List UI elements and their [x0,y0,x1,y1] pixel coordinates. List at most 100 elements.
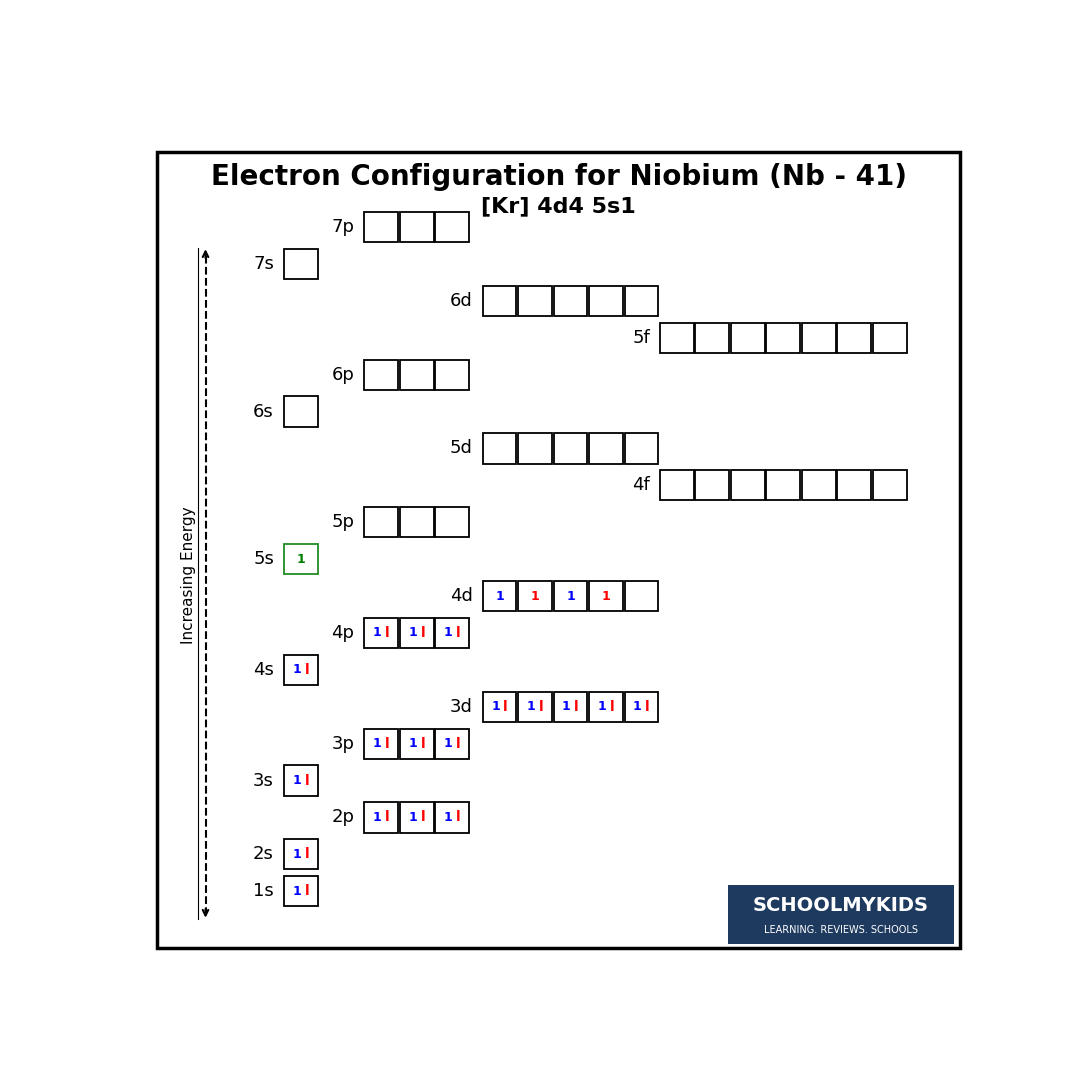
Text: l: l [305,847,310,861]
Bar [400,359,434,390]
Text: 5p: 5p [331,513,354,531]
Bar [284,766,318,796]
Text: 3p: 3p [331,735,354,752]
Bar [837,322,871,353]
Text: Increasing Energy: Increasing Energy [181,506,196,644]
Text: 1: 1 [409,811,417,824]
Bar [284,877,318,906]
Bar [766,322,800,353]
Text: l: l [305,663,310,677]
Text: 1: 1 [597,700,606,713]
Text: l: l [421,626,425,640]
Text: 1: 1 [602,589,610,602]
Bar [589,285,622,316]
Bar [802,322,836,353]
Bar [284,544,318,574]
Text: [Kr] 4d4 5s1: [Kr] 4d4 5s1 [482,196,635,216]
Bar [518,692,552,722]
Text: l: l [385,810,389,824]
Bar [400,507,434,537]
Text: 1: 1 [373,811,382,824]
Bar [483,285,517,316]
Text: 1: 1 [444,811,452,824]
Bar [625,580,658,611]
Bar [728,885,954,944]
Bar [364,617,398,648]
Bar [400,617,434,648]
Bar [554,285,588,316]
Text: 2s: 2s [253,845,274,864]
Text: 1: 1 [292,774,301,787]
Text: l: l [421,810,425,824]
Bar [400,803,434,832]
Text: 2p: 2p [331,808,354,827]
Text: l: l [385,626,389,640]
Text: 1: 1 [292,663,301,676]
Bar [554,692,588,722]
Bar [625,285,658,316]
Text: 4d: 4d [449,587,472,605]
Text: 4f: 4f [632,476,650,494]
Bar [625,433,658,464]
Text: 1: 1 [495,589,504,602]
Text: 3d: 3d [449,698,472,715]
Bar [483,580,517,611]
Bar [695,470,729,501]
Text: 1: 1 [409,737,417,750]
Bar [802,470,836,501]
Bar [364,803,398,832]
Bar [483,433,517,464]
Text: 7s: 7s [253,255,274,273]
Bar [284,249,318,279]
Text: 6s: 6s [253,403,274,420]
Text: 5s: 5s [253,550,274,568]
Bar [873,322,907,353]
Bar [554,580,588,611]
Text: 1: 1 [409,626,417,639]
Text: 1s: 1s [253,882,274,901]
Text: 5f: 5f [632,329,650,346]
Text: 6d: 6d [450,292,472,310]
Bar [284,654,318,685]
Bar [364,729,398,759]
Text: l: l [385,736,389,750]
Text: l: l [305,884,310,898]
Bar [589,580,622,611]
Text: 1: 1 [531,589,540,602]
Bar [731,322,765,353]
Bar [518,580,552,611]
Text: 1: 1 [296,553,305,565]
Bar [435,803,469,832]
Bar [731,470,765,501]
Text: l: l [456,810,461,824]
Bar [483,692,517,722]
Text: 4s: 4s [253,661,274,678]
Text: l: l [504,700,508,713]
Bar [661,470,694,501]
Bar [400,729,434,759]
Text: l: l [609,700,615,713]
Bar [661,322,694,353]
Text: 1: 1 [292,848,301,860]
Bar [435,729,469,759]
Text: l: l [456,626,461,640]
Text: 1: 1 [633,700,642,713]
Bar [364,507,398,537]
Bar [589,433,622,464]
Bar [766,470,800,501]
Bar [364,212,398,242]
Text: Electron Configuration for Niobium (Nb - 41): Electron Configuration for Niobium (Nb -… [210,162,907,191]
Text: 6p: 6p [331,366,354,383]
Text: l: l [421,736,425,750]
Bar [435,617,469,648]
Text: SCHOOLMYKIDS: SCHOOLMYKIDS [753,896,929,915]
Text: 1: 1 [373,626,382,639]
Text: l: l [538,700,544,713]
Bar [400,212,434,242]
Bar [435,359,469,390]
Bar [284,840,318,869]
Bar [518,433,552,464]
Text: 1: 1 [444,626,452,639]
Text: 5d: 5d [449,440,472,457]
Text: 1: 1 [562,700,571,713]
